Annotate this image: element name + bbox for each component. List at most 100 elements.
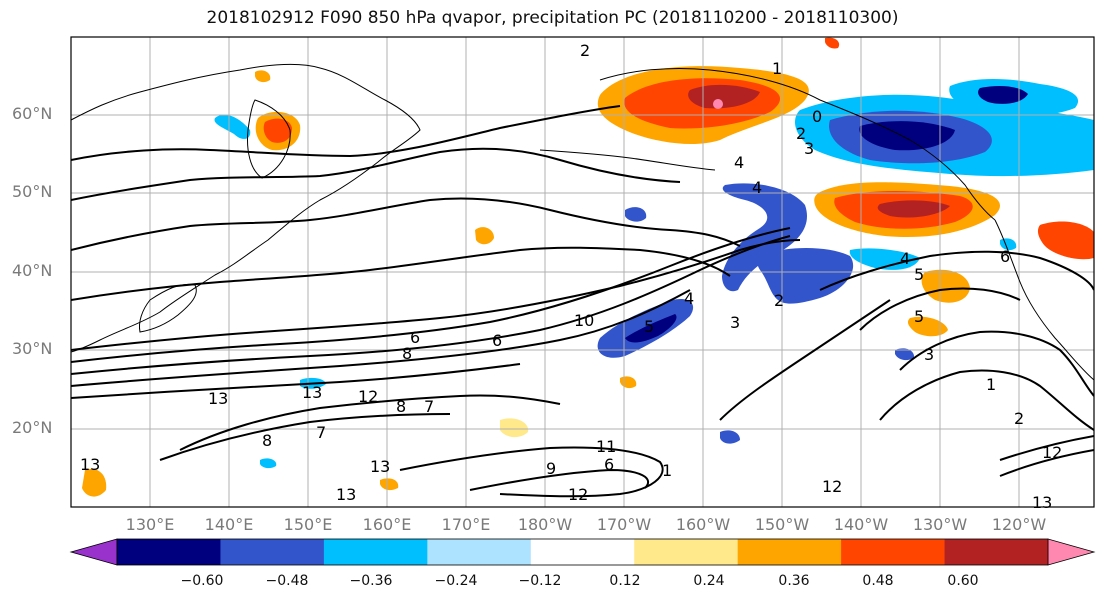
contour-label: 5 xyxy=(644,317,654,336)
neg-anomaly-jet-1 xyxy=(722,183,808,292)
colorbar-cell xyxy=(117,539,221,565)
contour-label: 1 xyxy=(662,461,672,480)
pos-anomaly-small-6 xyxy=(255,70,271,83)
contour-label: 3 xyxy=(804,139,814,158)
lat-label: 30°N xyxy=(12,339,53,358)
contour-label: 13 xyxy=(302,383,322,402)
lon-label: 170°W xyxy=(596,515,652,534)
contour-label: 6 xyxy=(492,331,502,350)
colorbar-tick-label: 0.48 xyxy=(862,573,894,589)
neg-anomaly-alaska-max xyxy=(859,121,955,151)
contour-east-2 xyxy=(859,287,1021,331)
contour-label: 13 xyxy=(1032,493,1052,512)
contour-label: 10 xyxy=(574,311,594,330)
neg-anomaly-small-6 xyxy=(260,458,277,469)
contour-label: 2 xyxy=(580,41,590,60)
neg-anomaly-small-4 xyxy=(720,430,740,444)
pos-anomaly-west-coast xyxy=(1037,221,1094,260)
contour-label: 6 xyxy=(1000,247,1010,266)
lon-label: 160°W xyxy=(675,515,731,534)
coastlines xyxy=(71,63,1094,381)
pos-anomaly-alaska-west-max xyxy=(688,84,760,109)
lon-label: 150°W xyxy=(754,515,810,534)
contour-south-2 xyxy=(469,468,649,491)
contour-label: 2 xyxy=(774,291,784,310)
neg-anomaly-trough-core xyxy=(625,314,677,343)
colorbar-cell xyxy=(220,539,325,565)
colorbar xyxy=(69,538,1096,566)
neg-anomaly-jet-2-light xyxy=(849,248,920,270)
lat-label: 50°N xyxy=(12,182,53,201)
colorbar-tick-label: 0.36 xyxy=(778,573,810,589)
contour-12 xyxy=(71,289,691,387)
contour-label: 7 xyxy=(424,397,434,416)
contour-label: 12 xyxy=(568,485,588,504)
contour-13a xyxy=(71,363,521,399)
contour-11 xyxy=(159,413,451,461)
pos-anomaly-small-5 xyxy=(380,478,399,491)
map-title: 2018102912 F090 850 hPa qvapor, precipit… xyxy=(206,8,899,28)
lon-label: 170°E xyxy=(441,515,491,534)
colorbar-tick-label: 0.12 xyxy=(609,573,641,589)
contour-label: 3 xyxy=(730,313,740,332)
contour-label: 1 xyxy=(986,375,996,394)
neg-anomaly-small-5 xyxy=(895,348,915,361)
contour-label: 4 xyxy=(752,178,762,197)
contour-east-6 xyxy=(999,449,1094,477)
contour-east-1 xyxy=(819,250,1094,291)
contour-label: 6 xyxy=(604,455,614,474)
colorbar-tick-label: −0.48 xyxy=(265,573,309,589)
lon-label: 150°E xyxy=(283,515,333,534)
contour-label: 8 xyxy=(262,431,272,450)
contour-label: 4 xyxy=(684,289,694,308)
contour-label: 2 xyxy=(1014,409,1024,428)
contour-east-5 xyxy=(999,435,1094,461)
pos-anomaly-small-4 xyxy=(500,418,529,438)
colorbar-cell xyxy=(841,539,946,565)
contour-2 xyxy=(71,147,681,201)
colorbar-cell xyxy=(944,539,1049,565)
contour-label: 13 xyxy=(370,457,390,476)
coast-asia xyxy=(71,63,421,353)
contour-label: 12 xyxy=(358,387,378,406)
contour-label: 8 xyxy=(396,397,406,416)
lon-label: 140°W xyxy=(833,515,889,534)
contour-10 xyxy=(71,235,791,375)
contour-label-group: 2 1 0 2 3 4 4 6 8 10 12 13 13 13 12 11 9… xyxy=(80,41,1062,512)
contour-label: 5 xyxy=(914,265,924,284)
contour-label: 0 xyxy=(812,107,822,126)
contour-1 xyxy=(71,105,621,161)
contour-east-3 xyxy=(899,330,1094,397)
colorbar-extend-high xyxy=(1047,538,1096,566)
colorbar-tick-label: −0.36 xyxy=(349,573,393,589)
pos-anomaly-small-1 xyxy=(907,316,948,337)
pos-anomaly-small-7 xyxy=(825,37,840,49)
pos-anomaly-kamchatka-core xyxy=(263,118,292,143)
contour-label: 12 xyxy=(822,477,842,496)
lon-label: 130°W xyxy=(912,515,968,534)
lat-label: 20°N xyxy=(12,418,53,437)
colorbar-tick-label: −0.60 xyxy=(180,573,224,589)
colorbar-tick-label: 0.60 xyxy=(947,573,979,589)
contour-label: 8 xyxy=(402,344,412,363)
lon-label: 160°E xyxy=(362,515,412,534)
contour-label: 6 xyxy=(410,328,420,347)
colorbar-tick-label: −0.24 xyxy=(434,573,478,589)
colorbar-extend-low xyxy=(69,538,118,566)
contour-label: 4 xyxy=(900,249,910,268)
contour-label: 13 xyxy=(208,389,228,408)
pos-anomaly-peak xyxy=(713,99,723,109)
lon-label: 120°W xyxy=(991,515,1047,534)
neg-anomaly-jet-2 xyxy=(757,247,854,304)
contour-4 xyxy=(71,246,731,301)
contour-label: 3 xyxy=(924,345,934,364)
contour-label: 4 xyxy=(734,153,744,172)
contour-label: 11 xyxy=(596,437,616,456)
lon-label: 140°E xyxy=(204,515,254,534)
contour-south-1 xyxy=(399,446,664,498)
colorbar-cell xyxy=(427,539,532,565)
gridlines xyxy=(71,37,1094,507)
coast-north-america xyxy=(994,219,1094,381)
lat-label: 40°N xyxy=(12,261,53,280)
